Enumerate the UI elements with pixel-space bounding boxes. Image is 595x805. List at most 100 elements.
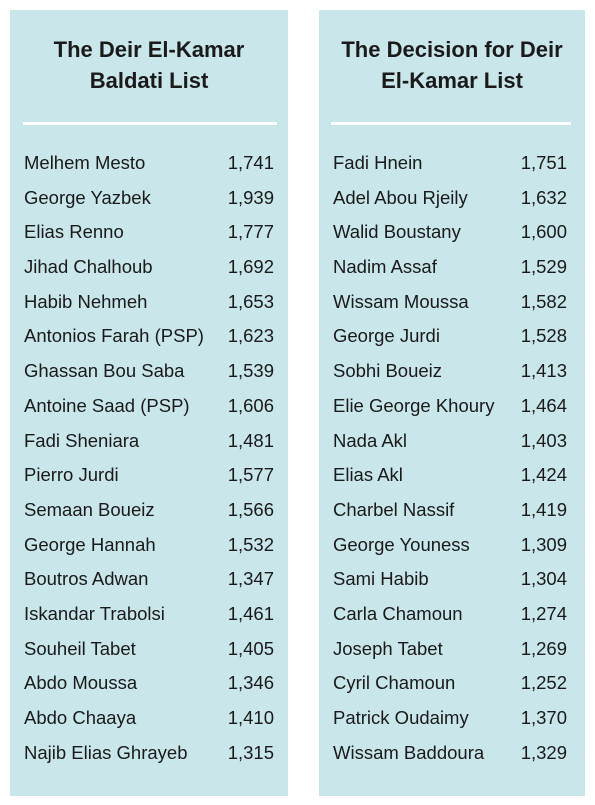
candidate-name: Habib Nehmeh xyxy=(24,290,148,312)
decision-list-title-line-2: El-Kamar List xyxy=(381,68,523,93)
candidate-votes: 1,539 xyxy=(227,360,274,382)
candidate-row: Adel Abou Rjeily 1,632 xyxy=(319,184,585,219)
candidate-votes: 1,304 xyxy=(520,568,567,590)
candidate-row: Boutros Adwan 1,347 xyxy=(10,565,288,600)
decision-list-divider xyxy=(331,122,571,125)
candidate-name: Abdo Moussa xyxy=(24,672,138,694)
candidate-name: Elias Akl xyxy=(333,464,403,486)
candidate-name: George Youness xyxy=(333,533,470,555)
candidate-name: Antoine Saad (PSP) xyxy=(24,394,190,416)
candidate-name: George Jurdi xyxy=(333,325,440,347)
decision-list-title: The Decision for Deir El-Kamar List xyxy=(319,34,585,96)
candidate-row: Jihad Chalhoub 1,692 xyxy=(10,253,288,288)
candidate-name: Patrick Oudaimy xyxy=(333,707,469,728)
candidate-row: George Youness 1,309 xyxy=(319,531,585,566)
candidate-votes: 1,600 xyxy=(520,221,567,243)
candidate-votes: 1,577 xyxy=(227,464,274,486)
candidate-name: Walid Boustany xyxy=(333,221,461,243)
candidate-row: Sobhi Boueiz 1,413 xyxy=(319,357,585,392)
candidate-name: Elias Renno xyxy=(24,221,124,243)
candidate-votes: 1,606 xyxy=(227,394,274,416)
candidate-votes: 1,777 xyxy=(227,221,274,243)
baldati-candidate-list: Melhem Mesto 1,741 George Yazbek 1,939 Elias… xyxy=(10,149,288,773)
candidate-votes: 1,413 xyxy=(520,360,567,382)
candidate-name: Jihad Chalhoub xyxy=(24,256,153,278)
candidate-row: Nada Akl 1,403 xyxy=(319,427,585,462)
candidate-row: Nadim Assaf 1,529 xyxy=(319,253,585,288)
baldati-list-title-line-1: The Deir El-Kamar xyxy=(53,37,245,62)
candidate-name: Wissam Baddoura xyxy=(333,741,485,763)
candidate-name: Fadi Hnein xyxy=(333,152,423,173)
candidate-votes: 1,582 xyxy=(520,290,567,312)
candidate-votes: 1,566 xyxy=(227,498,274,520)
candidate-name: Wissam Moussa xyxy=(333,290,469,312)
baldati-list-title: The Deir El-Kamar Baldati List xyxy=(10,34,288,96)
candidate-row: Najib Elias Ghrayeb 1,315 xyxy=(10,739,288,774)
candidate-name: Melhem Mesto xyxy=(24,152,146,173)
candidate-name: Adel Abou Rjeily xyxy=(333,186,468,208)
candidate-votes: 1,329 xyxy=(520,741,567,763)
candidate-row: Habib Nehmeh 1,653 xyxy=(10,288,288,323)
candidate-row: Walid Boustany 1,600 xyxy=(319,218,585,253)
candidate-votes: 1,532 xyxy=(227,533,274,555)
candidate-name: George Yazbek xyxy=(24,186,151,208)
candidate-name: George Hannah xyxy=(24,533,156,555)
candidate-row: Wissam Baddoura 1,329 xyxy=(319,739,585,774)
candidate-votes: 1,464 xyxy=(520,394,567,416)
candidate-votes: 1,274 xyxy=(520,602,567,624)
candidate-name: Nadim Assaf xyxy=(333,256,437,278)
candidate-votes: 1,403 xyxy=(520,429,567,451)
candidate-row: Semaan Boueiz 1,566 xyxy=(10,496,288,531)
candidate-votes: 1,528 xyxy=(520,325,567,347)
candidate-name: Pierro Jurdi xyxy=(24,464,119,486)
candidate-row: Fadi Sheniara 1,481 xyxy=(10,427,288,462)
candidate-row: Joseph Tabet 1,269 xyxy=(319,635,585,670)
baldati-list-divider xyxy=(23,122,277,125)
candidate-row: George Yazbek 1,939 xyxy=(10,184,288,219)
candidate-name: Souheil Tabet xyxy=(24,637,136,659)
candidate-row: Sami Habib 1,304 xyxy=(319,565,585,600)
baldati-list-panel: The Deir El-Kamar Baldati List Melhem Me… xyxy=(10,10,288,796)
candidate-name: Boutros Adwan xyxy=(24,568,149,590)
candidate-votes: 1,269 xyxy=(520,637,567,659)
candidate-votes: 1,370 xyxy=(520,707,567,728)
candidate-votes: 1,309 xyxy=(520,533,567,555)
candidate-votes: 1,751 xyxy=(520,152,567,173)
baldati-list-title-line-2: Baldati List xyxy=(89,68,209,93)
candidate-row: George Hannah 1,532 xyxy=(10,531,288,566)
candidate-row: Abdo Moussa 1,346 xyxy=(10,669,288,704)
candidate-row: Elie George Khoury 1,464 xyxy=(319,392,585,427)
candidate-row: Antonios Farah (PSP) 1,623 xyxy=(10,322,288,357)
candidate-row: Cyril Chamoun 1,252 xyxy=(319,669,585,704)
candidate-name: Ghassan Bou Saba xyxy=(24,360,185,382)
candidate-row: Melhem Mesto 1,741 xyxy=(10,149,288,184)
candidate-row: Elias Renno 1,777 xyxy=(10,218,288,253)
candidate-name: Elie George Khoury xyxy=(333,394,495,416)
candidate-name: Najib Elias Ghrayeb xyxy=(24,741,188,763)
candidate-row: Pierro Jurdi 1,577 xyxy=(10,461,288,496)
candidate-name: Semaan Boueiz xyxy=(24,498,155,520)
candidate-votes: 1,252 xyxy=(520,672,567,694)
candidate-row: Fadi Hnein 1,751 xyxy=(319,149,585,184)
candidate-row: Patrick Oudaimy 1,370 xyxy=(319,704,585,739)
candidate-name: Antonios Farah (PSP) xyxy=(24,325,204,347)
candidate-votes: 1,632 xyxy=(520,186,567,208)
candidate-votes: 1,653 xyxy=(227,290,274,312)
candidate-name: Charbel Nassif xyxy=(333,498,455,520)
decision-candidate-list: Fadi Hnein 1,751 Adel Abou Rjeily 1,632 Wali… xyxy=(319,149,585,773)
candidate-votes: 1,741 xyxy=(227,152,274,173)
candidate-votes: 1,424 xyxy=(520,464,567,486)
candidate-row: Ghassan Bou Saba 1,539 xyxy=(10,357,288,392)
candidate-votes: 1,461 xyxy=(227,602,274,624)
candidate-row: Charbel Nassif 1,419 xyxy=(319,496,585,531)
candidate-votes: 1,315 xyxy=(227,741,274,763)
candidate-votes: 1,347 xyxy=(227,568,274,590)
candidate-votes: 1,939 xyxy=(227,186,274,208)
candidate-name: Fadi Sheniara xyxy=(24,429,140,451)
candidate-row: Carla Chamoun 1,274 xyxy=(319,600,585,635)
candidate-name: Iskandar Trabolsi xyxy=(24,602,165,624)
candidate-name: Sobhi Boueiz xyxy=(333,360,443,382)
candidate-votes: 1,405 xyxy=(227,637,274,659)
decision-list-panel: The Decision for Deir El-Kamar List Fadi… xyxy=(319,10,585,796)
candidate-votes: 1,419 xyxy=(520,498,567,520)
